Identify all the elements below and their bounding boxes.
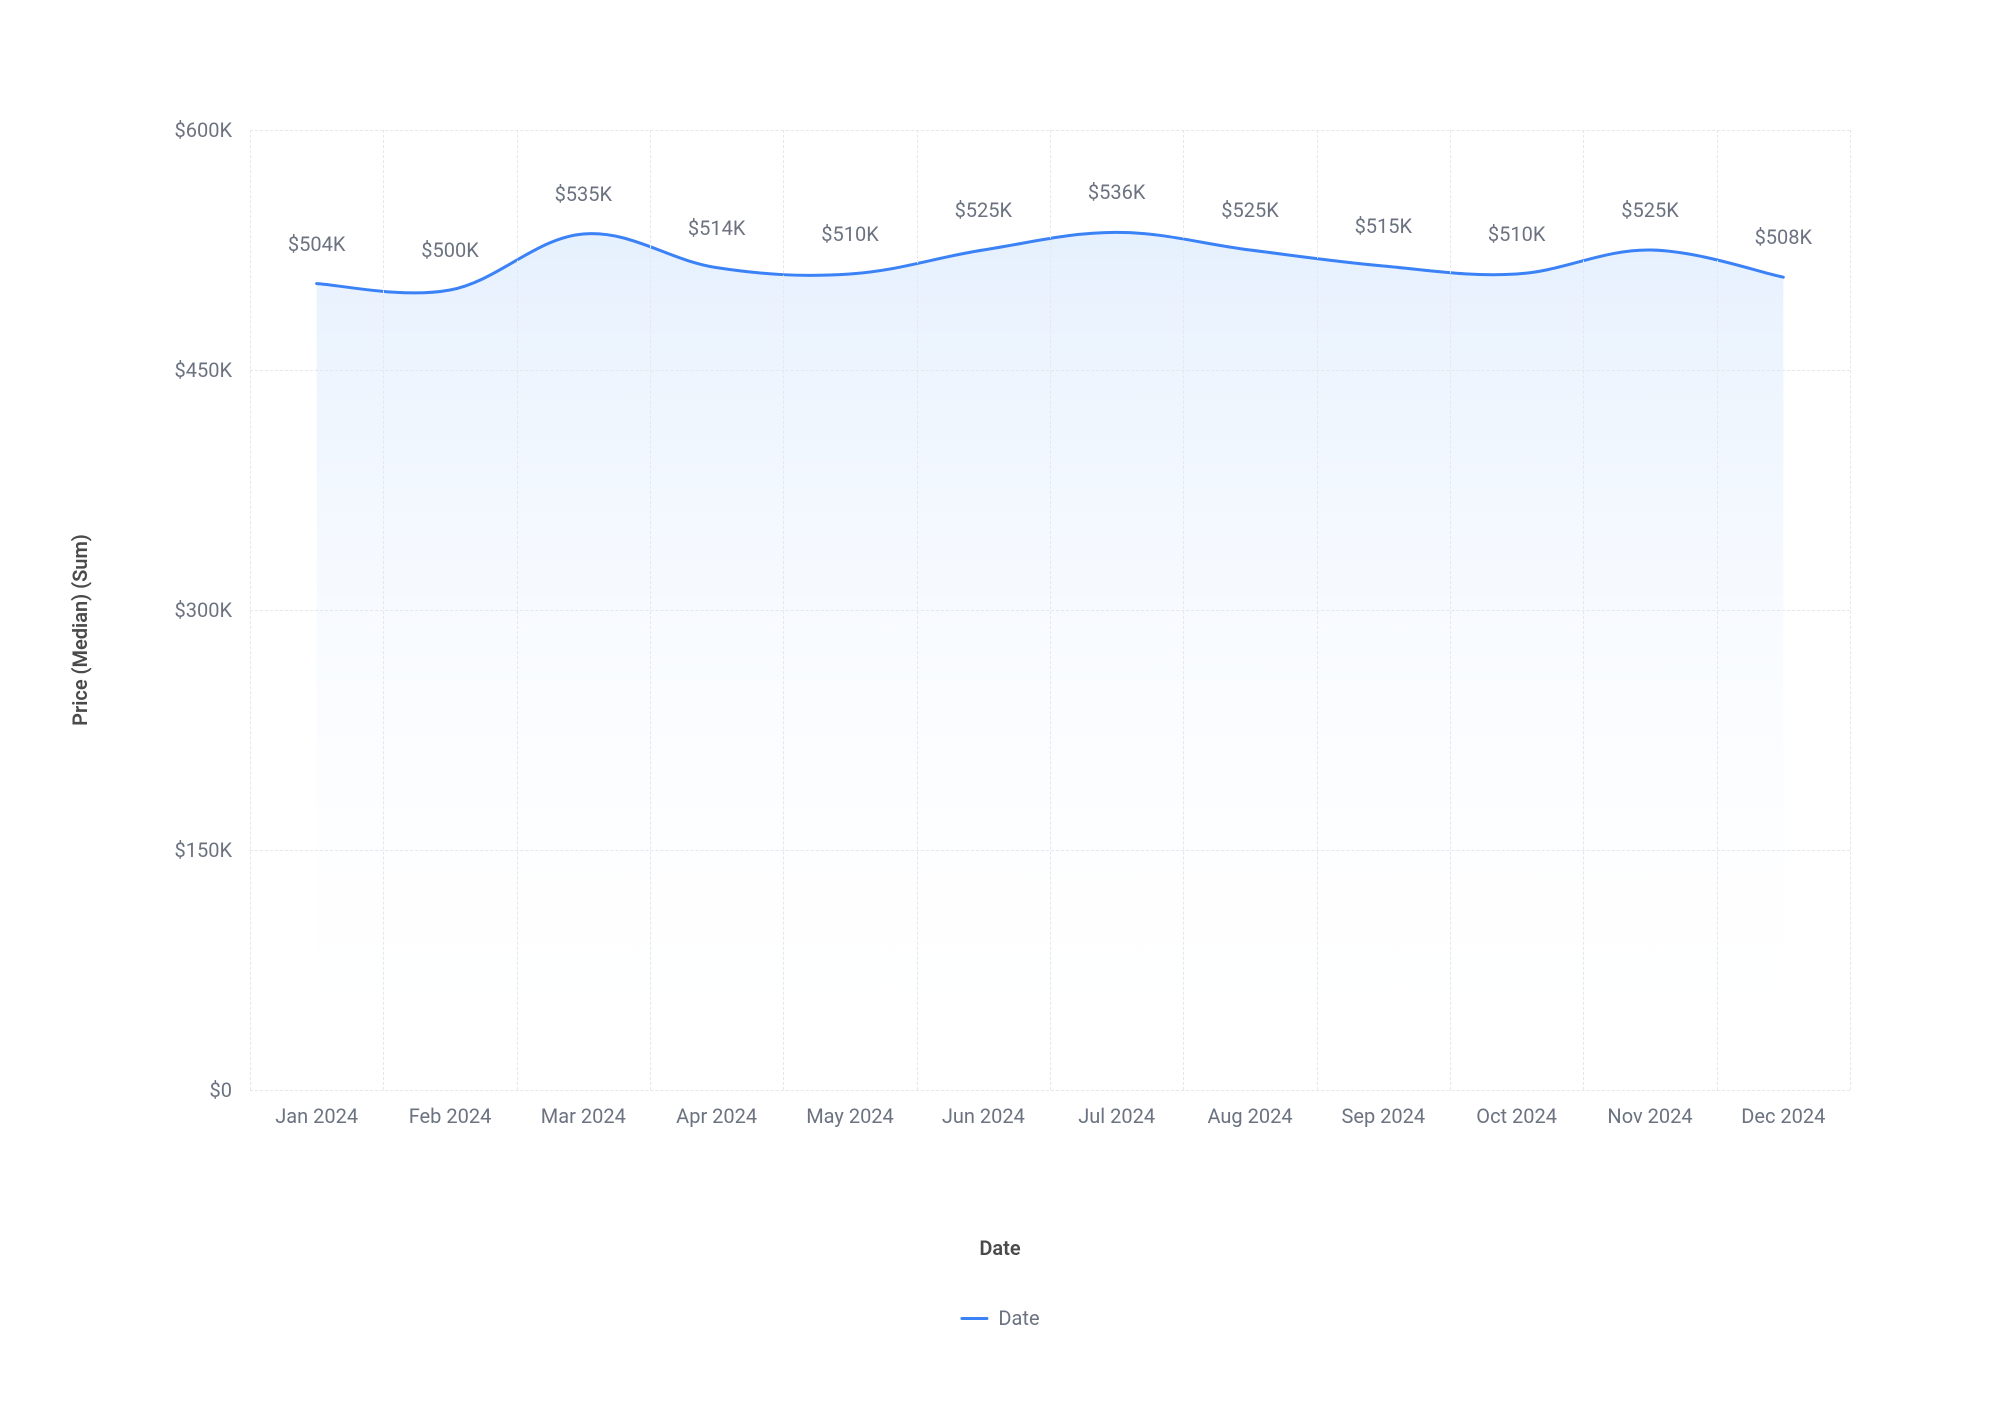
x-tick-label: Jul 2024	[1078, 1104, 1155, 1128]
x-tick-label: Dec 2024	[1741, 1104, 1825, 1128]
data-label: $535K	[555, 182, 613, 206]
x-tick-label: May 2024	[806, 1104, 894, 1128]
gridline-vertical	[783, 130, 784, 1090]
x-tick-label: Oct 2024	[1476, 1104, 1557, 1128]
y-tick-label: $0	[210, 1078, 232, 1102]
data-label: $500K	[421, 238, 479, 262]
data-label: $515K	[1355, 214, 1413, 238]
gridline-vertical	[917, 130, 918, 1090]
y-tick-label: $300K	[174, 598, 232, 622]
data-label: $525K	[1621, 198, 1679, 222]
legend-label: Date	[998, 1306, 1039, 1330]
gridline-vertical	[517, 130, 518, 1090]
plot-area: $0$150K$300K$450K$600KJan 2024Feb 2024Ma…	[250, 130, 1850, 1090]
data-label: $536K	[1088, 180, 1146, 204]
x-tick-label: Apr 2024	[676, 1104, 757, 1128]
legend-swatch	[960, 1317, 988, 1320]
x-tick-label: Jun 2024	[942, 1104, 1025, 1128]
gridline-vertical	[1717, 130, 1718, 1090]
y-tick-label: $150K	[174, 838, 232, 862]
gridline-vertical	[1583, 130, 1584, 1090]
data-label: $510K	[1488, 222, 1546, 246]
data-label: $510K	[821, 222, 879, 246]
data-label: $525K	[1221, 198, 1279, 222]
gridline-vertical	[1317, 130, 1318, 1090]
x-tick-label: Sep 2024	[1342, 1104, 1426, 1128]
gridline-vertical	[250, 130, 251, 1090]
price-chart: Price (Median) (Sum) $0$150K$300K$450K$6…	[120, 80, 1880, 1180]
gridline-vertical	[1450, 130, 1451, 1090]
x-tick-label: Jan 2024	[275, 1104, 358, 1128]
gridline-vertical	[650, 130, 651, 1090]
y-tick-label: $600K	[174, 118, 232, 142]
gridline-vertical	[383, 130, 384, 1090]
y-axis-title: Price (Median) (Sum)	[68, 534, 92, 726]
legend: Date	[960, 1306, 1039, 1330]
x-tick-label: Nov 2024	[1607, 1104, 1692, 1128]
gridline-vertical	[1050, 130, 1051, 1090]
y-tick-label: $450K	[174, 358, 232, 382]
x-tick-label: Feb 2024	[409, 1104, 492, 1128]
gridline-vertical	[1183, 130, 1184, 1090]
x-axis-title: Date	[979, 1236, 1020, 1260]
data-label: $514K	[688, 216, 746, 240]
data-label: $525K	[955, 198, 1013, 222]
gridline-vertical	[1850, 130, 1851, 1090]
gridline-horizontal	[250, 1090, 1850, 1091]
data-label: $504K	[288, 232, 346, 256]
x-tick-label: Mar 2024	[541, 1104, 626, 1128]
x-tick-label: Aug 2024	[1207, 1104, 1292, 1128]
data-label: $508K	[1755, 225, 1813, 249]
